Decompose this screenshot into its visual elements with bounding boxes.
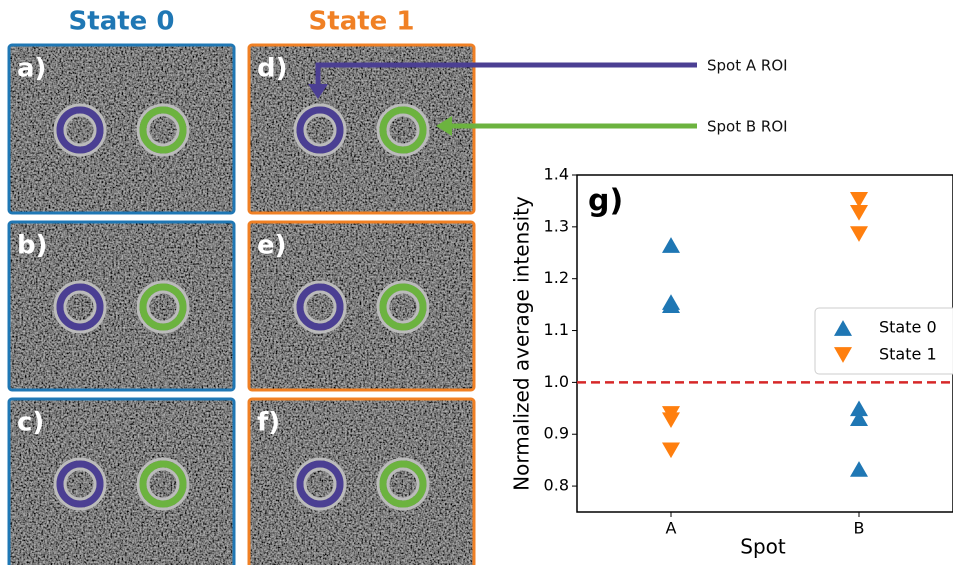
y-tick-label: 1.3 [544, 216, 569, 235]
y-tick-label: 0.9 [544, 424, 569, 443]
figure: State 0 State 1 a) b) c) d) e) f) Spot A ROI Spo… [0, 0, 953, 565]
x-tick-label: A [666, 519, 677, 538]
panel-label: a) [17, 54, 46, 84]
annotation: Spot B ROI [707, 118, 788, 136]
x-tick-label: B [854, 519, 865, 538]
panel-label: e) [257, 231, 287, 261]
image-panels: State 0 State 1 a) b) c) d) e) f) [9, 7, 474, 565]
panel-label: f) [257, 408, 280, 438]
annotation: Spot A ROI [707, 57, 788, 75]
panel-label: g) [588, 184, 623, 219]
column-title: State 0 [69, 7, 175, 37]
x-axis-label: Spot [740, 535, 786, 559]
y-tick-label: 0.8 [544, 476, 569, 495]
panel-label: b) [17, 231, 48, 261]
chart: 0.8 0.9 1.0 1.1 1.2 1.3 1.4 A B Spot Normalized av… [510, 165, 953, 559]
y-tick-label: 1.2 [544, 268, 569, 287]
y-tick-label: 1.4 [544, 165, 569, 184]
image-noise [249, 399, 474, 565]
legend-label: State 1 [879, 345, 937, 364]
panel-label: c) [17, 408, 44, 438]
y-tick-label: 1.0 [544, 372, 569, 391]
y-tick-label: 1.1 [544, 320, 569, 339]
column-title: State 1 [309, 7, 415, 37]
legend-label: State 0 [879, 318, 937, 337]
panel-label: d) [257, 54, 288, 84]
y-axis-label: Normalized average intensity [510, 196, 534, 491]
